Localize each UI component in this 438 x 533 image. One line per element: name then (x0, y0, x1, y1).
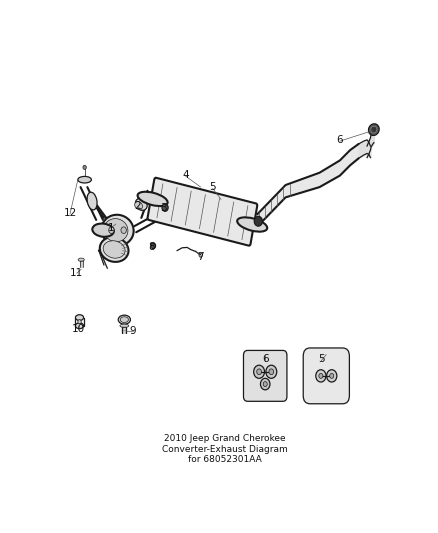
Ellipse shape (75, 323, 84, 329)
Circle shape (254, 365, 265, 378)
Ellipse shape (87, 192, 97, 210)
Circle shape (269, 369, 274, 375)
Ellipse shape (371, 126, 377, 133)
Circle shape (330, 374, 334, 378)
Circle shape (254, 216, 262, 226)
Text: 3: 3 (160, 203, 167, 213)
Ellipse shape (120, 324, 129, 327)
Ellipse shape (78, 176, 92, 183)
FancyBboxPatch shape (303, 348, 350, 404)
Ellipse shape (75, 314, 84, 320)
Text: 5: 5 (318, 354, 325, 365)
Text: 2: 2 (134, 200, 141, 211)
FancyBboxPatch shape (148, 178, 257, 246)
Ellipse shape (120, 317, 128, 322)
Text: 9: 9 (130, 326, 136, 336)
Ellipse shape (134, 201, 142, 209)
Circle shape (83, 165, 86, 169)
Circle shape (327, 370, 337, 382)
Circle shape (121, 227, 127, 233)
Circle shape (316, 370, 326, 382)
Text: 2010 Jeep Grand Cherokee
Converter-Exhaust Diagram
for 68052301AA: 2010 Jeep Grand Cherokee Converter-Exhau… (162, 434, 287, 464)
Text: 4: 4 (182, 170, 189, 180)
Ellipse shape (78, 258, 84, 261)
Ellipse shape (237, 217, 267, 232)
Ellipse shape (138, 192, 168, 206)
Circle shape (319, 374, 323, 378)
Text: 8: 8 (148, 241, 155, 252)
Ellipse shape (92, 223, 114, 237)
Circle shape (263, 382, 267, 386)
Ellipse shape (135, 198, 147, 211)
Text: 10: 10 (72, 324, 85, 334)
Text: 7: 7 (198, 252, 204, 262)
Ellipse shape (100, 237, 128, 262)
Text: 5: 5 (209, 182, 216, 192)
Ellipse shape (368, 124, 379, 135)
Circle shape (109, 227, 114, 233)
Text: 11: 11 (70, 268, 84, 278)
Circle shape (261, 378, 270, 390)
Ellipse shape (78, 320, 81, 324)
Circle shape (266, 365, 277, 378)
Ellipse shape (118, 315, 131, 324)
Text: 6: 6 (336, 135, 343, 145)
Ellipse shape (104, 219, 128, 242)
FancyBboxPatch shape (244, 350, 287, 401)
Text: 1: 1 (107, 223, 114, 233)
Ellipse shape (102, 215, 134, 246)
Text: 12: 12 (64, 207, 77, 217)
Text: 6: 6 (262, 354, 268, 365)
Ellipse shape (103, 241, 125, 258)
Circle shape (257, 369, 261, 375)
Circle shape (151, 243, 155, 248)
Circle shape (162, 204, 168, 211)
